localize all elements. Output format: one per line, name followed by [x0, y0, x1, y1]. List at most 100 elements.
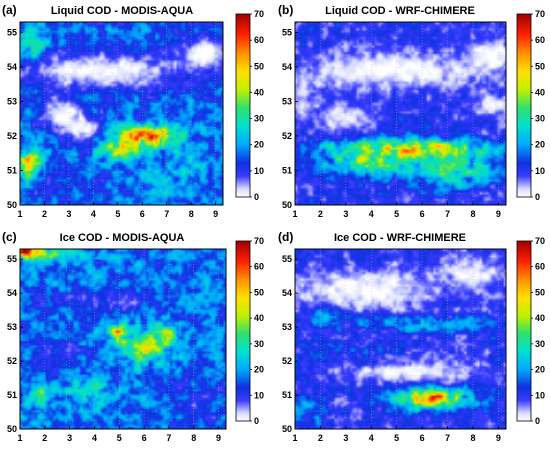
heatmap-field-b	[295, 22, 506, 205]
colorbar-tick-label: 20	[535, 140, 545, 150]
plot-frame	[19, 21, 224, 206]
y-tick-label: 52	[282, 131, 292, 141]
colorbar-tick-label: 10	[535, 166, 545, 176]
x-tick-label: 7	[445, 433, 450, 443]
colorbar	[516, 13, 532, 198]
x-tick-label: 8	[189, 209, 194, 219]
x-tick-label: 2	[42, 209, 47, 219]
x-tick-label: 9	[496, 433, 501, 443]
colorbar-tick-label: 10	[254, 166, 264, 176]
x-tick-label: 1	[292, 209, 297, 219]
colorbar-tick-label: 70	[254, 9, 264, 19]
x-tick-label: 3	[343, 433, 348, 443]
y-tick-label: 51	[282, 390, 292, 400]
colorbar-tick-label: 60	[535, 35, 545, 45]
x-tick-label: 6	[142, 433, 147, 443]
y-tick-label: 51	[7, 390, 17, 400]
x-tick-label: 1	[17, 209, 22, 219]
x-tick-label: 3	[66, 209, 71, 219]
x-tick-label: 8	[191, 433, 196, 443]
colorbar-tick-label: 20	[254, 365, 264, 375]
x-tick-label: 9	[216, 433, 221, 443]
colorbar	[235, 240, 251, 422]
x-tick-label: 5	[394, 209, 399, 219]
colorbar-tick-label: 40	[254, 313, 264, 323]
colorbar-tick-label: 10	[254, 390, 264, 400]
x-tick-label: 7	[445, 209, 450, 219]
x-tick-label: 5	[394, 433, 399, 443]
plot-frame	[19, 248, 227, 430]
y-tick-label: 55	[7, 254, 17, 264]
x-tick-label: 9	[213, 209, 218, 219]
y-tick-label: 50	[282, 200, 292, 210]
colorbar-tick-label: 40	[254, 87, 264, 97]
panel-label: (b)	[278, 3, 293, 17]
x-tick-label: 3	[343, 209, 348, 219]
y-tick-label: 52	[7, 131, 17, 141]
x-tick-label: 1	[17, 433, 22, 443]
y-tick-label: 53	[7, 96, 17, 106]
y-tick-label: 53	[7, 322, 17, 332]
panel-title: Liquid COD - WRF-CHIMERE	[325, 5, 475, 17]
panel-title: Ice COD - MODIS-AQUA	[60, 232, 185, 244]
y-tick-label: 52	[7, 356, 17, 366]
colorbar-tick-label: 70	[535, 9, 545, 19]
x-tick-label: 6	[420, 433, 425, 443]
y-tick-label: 53	[282, 96, 292, 106]
colorbar-tick-label: 30	[535, 339, 545, 349]
y-tick-label: 54	[7, 288, 17, 298]
panel-c: 1 2 3 4 5 6 7 8 9 50 51 52 53 54 55 (c) Ice COD - MODIS-…	[2, 230, 264, 443]
panel-label: (a)	[2, 3, 17, 17]
panel-b: 1 2 3 4 5 6 7 8 9 50 51 52 53 54 55 (b) Liquid COD - WRF…	[278, 3, 545, 219]
colorbar	[235, 13, 251, 198]
y-tick-label: 50	[7, 200, 17, 210]
colorbar-tick-label: 30	[254, 339, 264, 349]
panel-label: (c)	[2, 230, 17, 244]
colorbar-tick-label: 0	[535, 192, 540, 202]
plot-frame	[294, 21, 507, 206]
panel-d: 1 2 3 4 5 6 7 8 9 50 51 52 53 54 55 (d) Ice COD - WRF-CH…	[278, 230, 545, 443]
heatmap-field-a	[20, 22, 223, 205]
colorbar-tick-label: 70	[535, 236, 545, 246]
x-tick-label: 5	[115, 209, 120, 219]
x-tick-label: 2	[42, 433, 47, 443]
x-tick-label: 8	[470, 433, 475, 443]
colorbar-tick-label: 20	[254, 140, 264, 150]
x-tick-label: 5	[117, 433, 122, 443]
colorbar-tick-label: 40	[535, 87, 545, 97]
colorbar-tick-label: 50	[535, 287, 545, 297]
x-tick-label: 4	[369, 209, 374, 219]
y-tick-label: 55	[282, 27, 292, 37]
colorbar-tick-label: 50	[535, 61, 545, 71]
x-tick-label: 4	[92, 433, 97, 443]
colorbar-tick-label: 30	[535, 114, 545, 124]
x-tick-label: 2	[318, 209, 323, 219]
y-tick-label: 55	[282, 254, 292, 264]
x-tick-label: 1	[292, 433, 297, 443]
colorbar-tick-label: 50	[254, 61, 264, 71]
heatmap-field-d	[295, 249, 506, 429]
colorbar-tick-label: 60	[535, 262, 545, 272]
plot-frame	[294, 248, 507, 430]
x-tick-label: 3	[67, 433, 72, 443]
x-tick-label: 7	[166, 433, 171, 443]
y-tick-label: 51	[282, 165, 292, 175]
colorbar-tick-label: 0	[535, 416, 540, 426]
x-tick-label: 4	[91, 209, 96, 219]
colorbar-tick-label: 20	[535, 365, 545, 375]
x-tick-label: 8	[470, 209, 475, 219]
x-tick-label: 7	[164, 209, 169, 219]
colorbar-tick-label: 0	[254, 192, 259, 202]
heatmap-field-c	[20, 249, 226, 429]
x-tick-label: 6	[420, 209, 425, 219]
y-tick-label: 50	[7, 424, 17, 434]
x-tick-label: 4	[369, 433, 374, 443]
panel-label: (d)	[278, 230, 293, 244]
colorbar	[516, 240, 532, 422]
y-tick-label: 51	[7, 165, 17, 175]
x-tick-label: 9	[496, 209, 501, 219]
panel-title: Ice COD - WRF-CHIMERE	[334, 232, 466, 244]
colorbar-tick-label: 50	[254, 287, 264, 297]
colorbar-tick-label: 10	[535, 390, 545, 400]
